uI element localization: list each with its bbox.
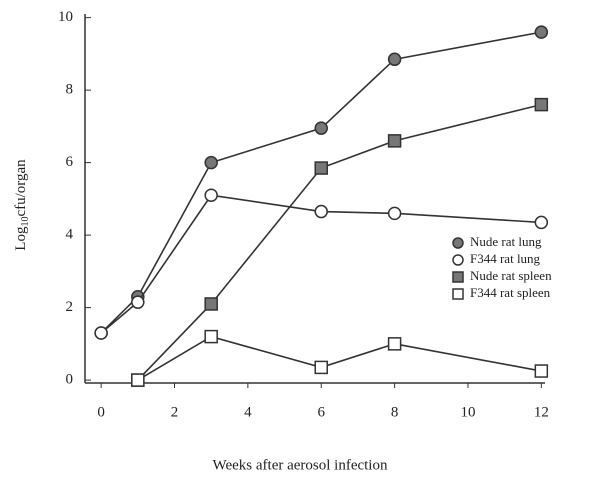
y-axis-label: Log10cfu/organ: [13, 159, 31, 251]
x-tick-label: 8: [391, 404, 399, 420]
legend-marker: [452, 237, 464, 249]
marker: [314, 121, 328, 135]
x-tick-label: 10: [460, 404, 475, 420]
legend-label: Nude rat lung: [470, 234, 542, 249]
marker: [314, 204, 328, 219]
y-tick-label: 2: [66, 299, 74, 315]
x-tick-label: 6: [317, 404, 325, 420]
x-tick-label: 4: [244, 404, 252, 420]
marker: [534, 97, 549, 112]
legend-marker: [452, 288, 464, 300]
marker: [387, 337, 402, 351]
legend-marker: [452, 254, 464, 266]
y-tick-label: 8: [66, 82, 74, 98]
x-tick-label: 2: [171, 404, 179, 420]
marker: [314, 360, 328, 375]
y-label-part: Log: [13, 226, 29, 251]
series-line: [100, 194, 542, 334]
marker: [534, 215, 549, 230]
marker: [387, 52, 402, 67]
y-label-part: cfu/organ: [13, 159, 29, 217]
x-tick-label: 12: [534, 404, 549, 420]
legend-label: F344 rat lung: [470, 251, 541, 266]
y-tick-label: 4: [66, 227, 74, 243]
legend-label: F344 rat spleen: [470, 285, 551, 300]
legend-marker: [452, 271, 464, 283]
marker: [534, 25, 549, 39]
x-tick-label: 0: [97, 404, 105, 420]
legend-label: Nude rat spleen: [470, 268, 552, 283]
marker: [131, 295, 145, 309]
marker: [387, 206, 402, 221]
series-line: [137, 335, 542, 381]
y-tick-label: 6: [66, 154, 74, 170]
y-tick-label: 10: [58, 9, 73, 25]
marker: [387, 134, 402, 148]
marker: [534, 364, 549, 378]
x-axis-label: Weeks after aerosol infection: [213, 457, 388, 473]
marker: [131, 373, 145, 387]
marker: [94, 326, 108, 340]
marker: [204, 329, 218, 344]
y-tick-label: 0: [66, 372, 74, 388]
marker: [204, 155, 218, 170]
y-label-sub: 10: [20, 217, 31, 227]
marker: [204, 188, 218, 202]
marker: [314, 161, 328, 175]
marker: [204, 297, 218, 311]
